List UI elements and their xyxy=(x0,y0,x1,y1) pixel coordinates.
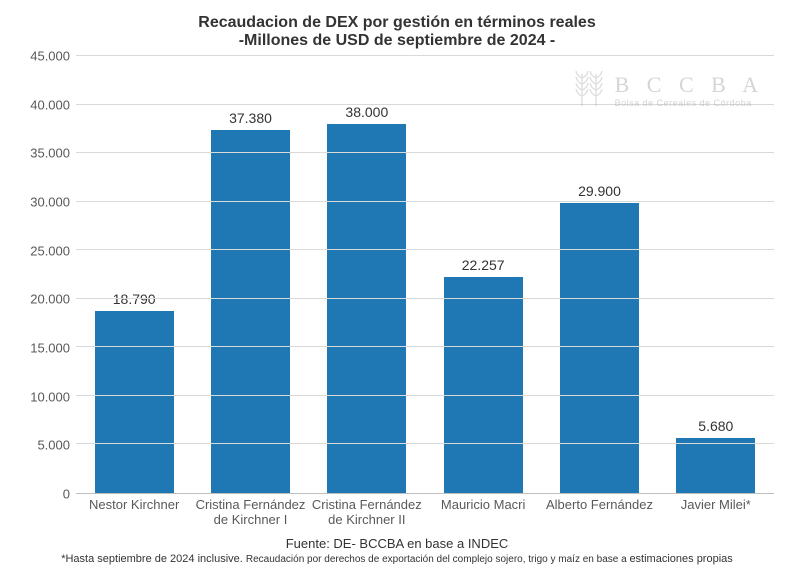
x-tick-label: Alberto Fernández xyxy=(541,498,657,528)
x-axis: Nestor KirchnerCristina Fernández de Kir… xyxy=(76,498,774,528)
title-line-2: -Millones de USD de septiembre de 2024 - xyxy=(20,32,774,50)
gridline xyxy=(76,104,774,105)
gridline xyxy=(76,346,774,347)
plot-area: 18.790 37.380 38.000 22.257 29.900 5.680 xyxy=(76,56,774,494)
y-tick-label: 45.000 xyxy=(20,49,70,64)
y-axis: 05.00010.00015.00020.00025.00030.00035.0… xyxy=(20,56,76,494)
bar xyxy=(95,311,174,493)
gridline xyxy=(76,249,774,250)
bar xyxy=(444,277,523,493)
y-tick-label: 15.000 xyxy=(20,340,70,355)
x-tick-label: Cristina Fernández de Kirchner I xyxy=(192,498,308,528)
bar xyxy=(327,124,406,493)
bar-slot: 37.380 xyxy=(192,56,308,493)
bar xyxy=(211,130,290,493)
y-tick-label: 40.000 xyxy=(20,97,70,112)
y-tick-label: 5.000 xyxy=(20,438,70,453)
footnote-part1: *Hasta septiembre de 2024 inclusive. xyxy=(61,553,246,565)
gridline xyxy=(76,443,774,444)
gridline xyxy=(76,298,774,299)
bars-row: 18.790 37.380 38.000 22.257 29.900 5.680 xyxy=(76,56,774,493)
y-tick-label: 30.000 xyxy=(20,194,70,209)
bar-slot: 29.900 xyxy=(541,56,657,493)
bar-value-label: 22.257 xyxy=(462,257,505,273)
bar xyxy=(560,203,639,493)
bar-value-label: 37.380 xyxy=(229,110,272,126)
plot-region: 05.00010.00015.00020.00025.00030.00035.0… xyxy=(20,56,774,494)
y-tick-label: 25.000 xyxy=(20,243,70,258)
footnote-part3: estimaciones propias xyxy=(629,553,732,565)
x-tick-label: Javier Milei* xyxy=(658,498,774,528)
source-text: Fuente: DE- BCCBA en base a INDEC xyxy=(20,536,774,551)
y-tick-label: 35.000 xyxy=(20,146,70,161)
y-tick-label: 0 xyxy=(20,486,70,501)
y-tick-label: 20.000 xyxy=(20,292,70,307)
title-line-1: Recaudacion de DEX por gestión en términ… xyxy=(20,14,774,32)
x-tick-label: Nestor Kirchner xyxy=(76,498,192,528)
bar-value-label: 29.900 xyxy=(578,183,621,199)
bar xyxy=(676,438,755,493)
x-tick-label: Cristina Fernández de Kirchner II xyxy=(309,498,425,528)
x-tick-label: Mauricio Macri xyxy=(425,498,541,528)
footnote-part2: Recaudación por derechos de exportación … xyxy=(246,554,630,565)
bar-slot: 38.000 xyxy=(309,56,425,493)
bar-slot: 22.257 xyxy=(425,56,541,493)
footnote: *Hasta septiembre de 2024 inclusive. Rec… xyxy=(20,553,774,566)
bar-value-label: 38.000 xyxy=(345,104,388,120)
gridline xyxy=(76,55,774,56)
chart-container: Recaudacion de DEX por gestión en términ… xyxy=(0,0,794,574)
y-tick-label: 10.000 xyxy=(20,389,70,404)
gridline xyxy=(76,201,774,202)
gridline xyxy=(76,395,774,396)
bar-slot: 5.680 xyxy=(658,56,774,493)
chart-title: Recaudacion de DEX por gestión en términ… xyxy=(20,14,774,50)
bar-slot: 18.790 xyxy=(76,56,192,493)
bar-value-label: 5.680 xyxy=(698,418,733,434)
gridline xyxy=(76,152,774,153)
